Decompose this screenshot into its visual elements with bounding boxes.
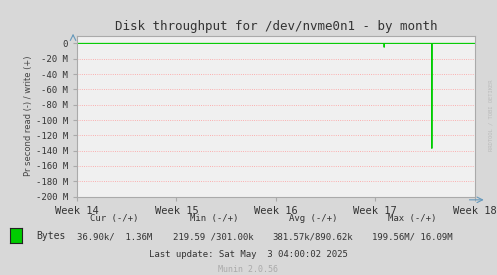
Text: Avg (-/+): Avg (-/+): [289, 214, 337, 223]
Y-axis label: Pr second read (-) / write (+): Pr second read (-) / write (+): [24, 56, 33, 177]
Text: 199.56M/ 16.09M: 199.56M/ 16.09M: [372, 232, 453, 241]
Text: 36.90k/  1.36M: 36.90k/ 1.36M: [77, 232, 152, 241]
Text: Munin 2.0.56: Munin 2.0.56: [219, 265, 278, 274]
Title: Disk throughput for /dev/nvme0n1 - by month: Disk throughput for /dev/nvme0n1 - by mo…: [115, 20, 437, 33]
Text: 381.57k/890.62k: 381.57k/890.62k: [273, 232, 353, 241]
Text: Cur (-/+): Cur (-/+): [90, 214, 139, 223]
Text: Last update: Sat May  3 04:00:02 2025: Last update: Sat May 3 04:00:02 2025: [149, 250, 348, 259]
Text: Max (-/+): Max (-/+): [388, 214, 437, 223]
Text: RRDTOOL / TOBI OETIKER: RRDTOOL / TOBI OETIKER: [489, 80, 494, 151]
Text: Bytes: Bytes: [36, 231, 65, 241]
Text: 219.59 /301.00k: 219.59 /301.00k: [173, 232, 254, 241]
Text: Min (-/+): Min (-/+): [189, 214, 238, 223]
